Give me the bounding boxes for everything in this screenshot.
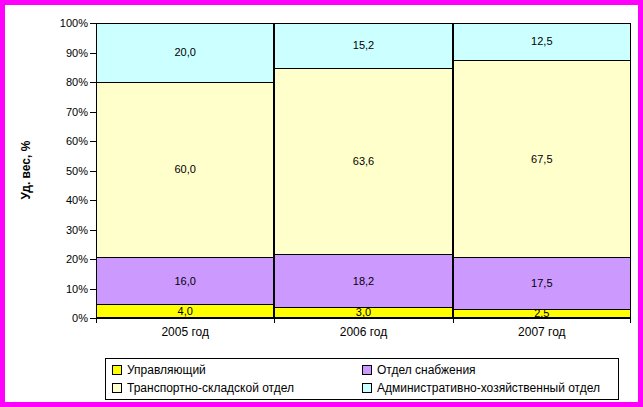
y-tick-label: 100% (38, 17, 88, 29)
data-label: 12,5 (531, 36, 552, 47)
data-label: 67,5 (531, 154, 552, 165)
bar-segment: 67,5 (454, 61, 630, 259)
bar-segment: 3,0 (275, 308, 451, 317)
data-label: 16,0 (174, 276, 195, 287)
bar-2005 год: 20,0 60,0 16,0 4,0 (96, 23, 274, 318)
legend-item: Транспортно-складской отдел (112, 381, 362, 395)
legend-item: Управляющий (112, 363, 362, 377)
bar-segment: 63,6 (275, 69, 451, 255)
legend-item: Отдел снабжения (362, 363, 612, 377)
x-tick-mark (96, 318, 97, 323)
plot-area: 20,0 60,0 16,0 4,0 15,2 63,6 18,2 3,0 12,5 67,5 17… (96, 23, 631, 318)
x-tick-mark (630, 318, 631, 323)
x-tick-mark (274, 318, 275, 323)
y-axis-title: Уд. вес, % (19, 141, 33, 200)
y-tick-label: 10% (38, 283, 88, 295)
y-tick-label: 50% (38, 165, 88, 177)
bar-segment: 17,5 (454, 258, 630, 309)
bar-segment: 15,2 (275, 24, 451, 69)
y-tick-label: 80% (38, 76, 88, 88)
y-tick-label: 40% (38, 194, 88, 206)
chart-frame: Уд. вес, % 0% 10% 20% 30% 40% 50% 60% 70% 80% 90%… (0, 0, 643, 407)
category-label: 2007 год (453, 324, 631, 340)
category-label: 2005 год (96, 324, 274, 340)
bar-segment: 4,0 (97, 305, 273, 317)
bar-segment: 16,0 (97, 258, 273, 305)
bar-segment: 18,2 (275, 255, 451, 308)
y-tick-label: 0% (38, 312, 88, 324)
bar-2006 год: 15,2 63,6 18,2 3,0 (274, 23, 452, 318)
y-tick-label: 60% (38, 135, 88, 147)
data-label: 2,5 (534, 308, 549, 319)
data-label: 20,0 (174, 47, 195, 58)
bar-segment: 60,0 (97, 83, 273, 259)
bar-segment: 20,0 (97, 24, 273, 83)
data-label: 3,0 (356, 307, 371, 318)
y-tick-label: 20% (38, 253, 88, 265)
legend-label: Административно-хозяйственный отдел (377, 381, 600, 395)
legend-swatch-icon (112, 383, 122, 393)
legend-swatch-icon (112, 365, 122, 375)
x-tick-mark (453, 318, 454, 323)
legend-swatch-icon (362, 383, 372, 393)
category-label: 2006 год (274, 324, 452, 340)
bar-2007 год: 12,5 67,5 17,5 2,5 (453, 23, 631, 318)
legend-label: Транспортно-складской отдел (127, 381, 294, 395)
legend-label: Отдел снабжения (377, 363, 476, 377)
data-label: 18,2 (353, 276, 374, 287)
y-tick-label: 30% (38, 224, 88, 236)
y-tick-label: 70% (38, 106, 88, 118)
data-label: 15,2 (353, 40, 374, 51)
data-label: 4,0 (178, 306, 193, 317)
legend-item: Административно-хозяйственный отдел (362, 381, 612, 395)
data-label: 60,0 (174, 164, 195, 175)
data-label: 17,5 (531, 278, 552, 289)
bar-segment: 12,5 (454, 24, 630, 61)
bar-segment: 2,5 (454, 310, 630, 317)
y-tick-label: 90% (38, 47, 88, 59)
legend-swatch-icon (362, 365, 372, 375)
legend: Управляющий Отдел снабжения Транспортно-ск… (105, 358, 619, 400)
legend-label: Управляющий (127, 363, 206, 377)
x-axis-line (90, 318, 631, 319)
data-label: 63,6 (353, 156, 374, 167)
